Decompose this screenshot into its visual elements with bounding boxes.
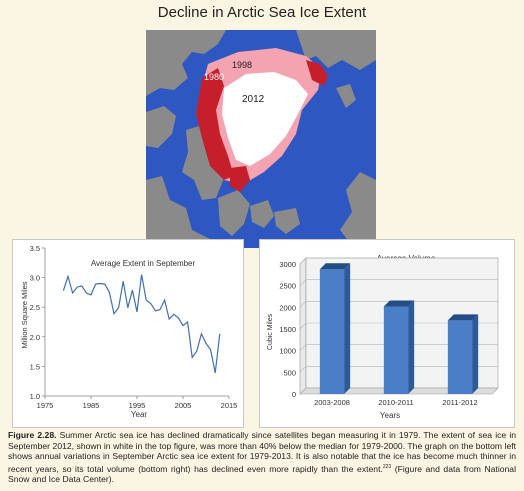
volume-y-tick-label: 2000	[279, 303, 296, 312]
volume-bar-side	[408, 300, 415, 394]
extent-x-tick-label: 2015	[221, 401, 238, 410]
volume-gridline	[299, 279, 498, 286]
page-title: Decline in Arctic Sea Ice Extent	[157, 4, 367, 21]
volume-bar	[447, 320, 473, 394]
volume-y-tick-label: 2500	[279, 282, 296, 291]
ice-extent-1980-east	[306, 60, 328, 86]
ice-extent-1980	[196, 68, 234, 180]
extent-chart-title: Average Extent in September	[91, 259, 196, 268]
extent-y-tick-label: 1.5	[30, 362, 40, 371]
figure-caption: Figure 2.28. Summer Arctic sea ice has d…	[8, 430, 516, 485]
volume-gridline	[299, 344, 498, 351]
arctic-sea-ice-map: 1980 1998 2012	[146, 30, 376, 248]
volume-category-label: 2010-2011	[378, 398, 413, 407]
volume-chart-panel: Average Volume 050010001500200025003000 …	[259, 239, 515, 428]
volume-y-tick-label: 0	[292, 390, 296, 399]
volume-bar-top	[447, 314, 479, 321]
extent-y-tick-label: 3.5	[30, 244, 40, 253]
caption-ref: 223	[382, 463, 392, 470]
map-label-1998: 1998	[232, 60, 252, 70]
ice-extent-2012	[222, 72, 308, 166]
volume-bar-side	[344, 263, 351, 394]
volume-gridline	[299, 387, 498, 395]
extent-y-tick-label: 2.0	[30, 333, 40, 342]
volume-gridline	[299, 257, 498, 265]
caption-text: Summer Arctic sea ice has declined drama…	[8, 430, 517, 474]
extent-series-line	[62, 274, 221, 374]
volume-ylabel: Cubic Miles	[267, 313, 274, 350]
volume-category-label: 2011-2012	[442, 398, 477, 407]
extent-chart-panel: Average Extent in September 1.0 1.5 2.0 2.5…	[12, 239, 244, 428]
volume-gridline	[299, 366, 498, 373]
volume-y-tick-label: 500	[283, 368, 296, 377]
volume-gridline	[299, 301, 498, 308]
volume-bar-side	[472, 314, 479, 394]
extent-y-tick-label: 1.0	[30, 392, 40, 401]
extent-xlabel: Year	[131, 410, 148, 419]
extent-x-tick-label: 1975	[37, 401, 54, 410]
volume-bar	[383, 306, 409, 394]
volume-y-tick-label: 3000	[279, 260, 296, 269]
ice-extent-1980-south	[230, 166, 250, 192]
volume-bar	[319, 269, 345, 394]
extent-x-tick-label: 1985	[83, 401, 100, 410]
extent-line-chart: Average Extent in September 1.0 1.5 2.0 2.5…	[20, 244, 238, 419]
volume-xlabel: Years	[380, 411, 400, 420]
extent-x-tick-label: 1995	[129, 401, 146, 410]
map-land	[146, 30, 376, 248]
volume-category-label: 2003-2008	[314, 398, 350, 407]
caption-label: Figure 2.28.	[8, 430, 57, 440]
volume-y-tick-label: 1500	[279, 325, 296, 334]
volume-y-tick-label: 1000	[279, 347, 296, 356]
volume-bar-top	[383, 300, 415, 307]
volume-gridline	[299, 322, 498, 330]
extent-ylabel: Million Square Miles	[20, 281, 29, 348]
volume-bar-top	[319, 263, 351, 270]
map-label-1980: 1980	[204, 72, 224, 82]
map-label-2012: 2012	[242, 94, 265, 105]
extent-y-tick-label: 2.5	[30, 303, 40, 312]
extent-x-tick-label: 2005	[175, 401, 192, 410]
caption-source: (Figure and data from National Snow and …	[8, 463, 516, 485]
extent-y-tick-label: 3.0	[30, 274, 40, 283]
volume-bar-chart: Average Volume 050010001500200025003000 …	[267, 254, 499, 420]
